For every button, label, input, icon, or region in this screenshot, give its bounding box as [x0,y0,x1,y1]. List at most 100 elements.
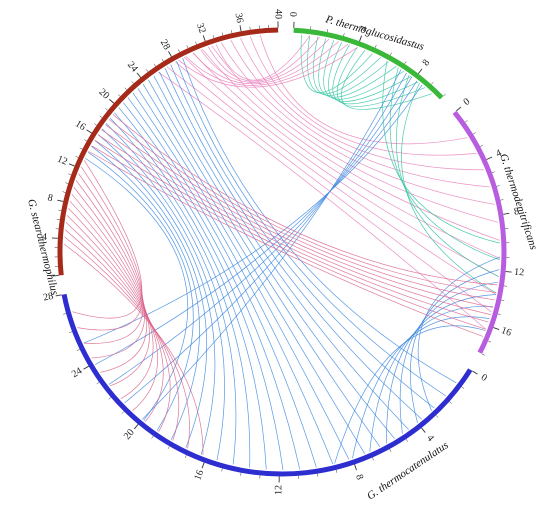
link-ribbon [148,79,381,447]
tick-mark [117,94,121,97]
link-ribbon [158,72,487,330]
tick-mark [500,199,504,201]
tick-mark [443,93,446,97]
tick-mark [496,185,500,187]
tick-mark [343,33,345,37]
tick-label-gs: 40 [272,9,283,19]
tick-label-gd: 16 [500,325,513,339]
tick-mark [68,173,72,175]
tick-label-gs: 20 [96,87,111,102]
tick-mark [131,81,134,84]
tick-mark [136,72,142,78]
link-ribbon [64,236,190,449]
link-ribbon [318,38,397,98]
tick-label-gc: 24 [70,366,84,381]
link-ribbon [401,82,497,294]
link-ribbon [132,92,334,465]
link-ribbon [158,71,409,430]
tick-mark [202,35,206,42]
tick-mark [212,35,215,39]
tick-label-gd: 4 [494,148,503,160]
tick-mark [184,455,187,458]
tick-label-gs: 8 [46,192,53,204]
tick-mark [161,58,164,62]
links-layer [63,34,501,471]
link-ribbon [192,52,501,259]
segment-arc-pt [293,27,444,100]
tick-label-gc: 20 [122,427,137,442]
tick-mark [133,424,139,430]
tick-label-gc: 28 [42,291,54,304]
link-ribbon [200,38,330,83]
tick-mark [68,163,75,167]
tick-mark [461,386,465,389]
link-ribbon [323,40,404,100]
link-ribbon [230,39,491,188]
tick-mark [121,411,125,414]
segment-label-gc: G. thermocatenulatus [365,439,451,502]
tick-mark [83,365,89,370]
link-ribbon [164,67,423,420]
tick-mark [472,370,478,375]
link-ribbon [166,66,492,313]
link-ribbon [336,47,426,107]
tick-mark [105,108,108,111]
tick-label-gs: 36 [233,12,246,24]
link-ribbon [307,35,381,95]
tick-mark [465,120,468,123]
tick-mark [493,327,500,330]
tick-mark [99,115,103,118]
link-ribbon [176,61,446,397]
tick-mark [481,353,485,356]
link-ribbon [340,50,432,110]
tick-mark [239,25,242,32]
tick-label-gs: 32 [194,22,208,35]
tick-label-gd: 12 [514,267,525,279]
tick-mark [109,98,115,104]
tick-mark [168,51,172,57]
link-ribbon [65,222,171,432]
tick-mark [96,382,100,385]
tick-mark [389,52,392,56]
tick-mark [124,87,127,91]
link-ribbon [66,215,164,422]
link-ribbon [142,83,365,454]
tick-mark [456,106,462,112]
tick-label-gs: 24 [125,60,140,75]
link-ribbon [84,157,188,421]
tick-mark [151,435,154,439]
tick-mark [374,44,377,48]
tick-mark [178,49,180,53]
tick-mark [55,294,62,297]
link-ribbon [109,117,251,468]
link-ribbon [64,229,180,441]
tick-label-gs: 4 [42,232,48,243]
tick-mark [480,144,483,147]
link-ribbon [137,88,350,460]
link-ribbon [88,151,484,337]
link-ribbon [123,102,301,470]
link-ribbon [178,47,358,88]
tick-mark [497,313,501,315]
tick-mark [57,199,64,202]
tick-mark [421,427,426,433]
tick-mark [240,472,242,476]
tick-mark [69,331,73,333]
link-ribbon [69,200,154,400]
link-ribbon [127,97,317,468]
segment-arc-gd [452,110,507,354]
tick-mark [108,397,112,400]
tick-label-gs: 12 [55,154,68,168]
link-ribbon [97,134,491,316]
tick-label-gs: 28 [158,38,172,52]
tick-mark [62,191,66,193]
link-ribbon [183,56,499,277]
tick-mark [435,415,439,418]
tick-mark [63,313,67,315]
tick-mark [472,132,476,135]
link-ribbon [249,36,477,156]
link-ribbon [142,69,402,420]
tick-mark [84,139,87,142]
link-ribbon [83,84,423,344]
tick-mark [167,446,170,450]
